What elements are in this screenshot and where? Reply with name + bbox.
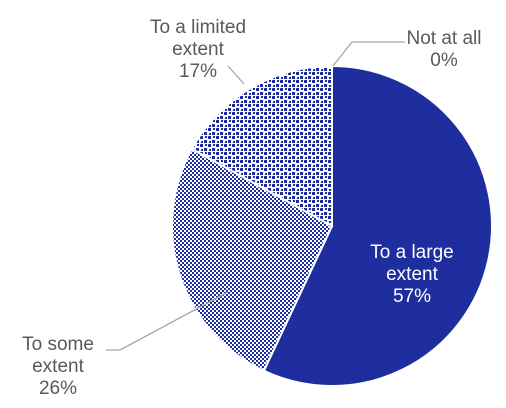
slice-value-label: 57% [393,286,431,307]
slice-labels: To a large extent 57%To some extent 26%To a … [22,17,481,399]
slice-category-label: To a limited [150,17,246,38]
slice-category-label: To a large [370,242,453,263]
slice-label-1: To some extent 26% [22,334,94,399]
pie-slice-2 [190,64,333,228]
leader-line-2 [227,65,245,85]
slice-value-label: 26% [39,378,77,399]
slice-value-label: 17% [179,61,217,82]
slice-category-label: extent [32,356,84,377]
pie-slices [171,64,493,387]
slice-category-label: Not at all [407,28,482,49]
slice-category-label: To some [22,334,94,355]
slice-value-label: 0% [430,50,458,71]
slice-label-3: Not at all 0% [407,28,482,71]
slice-category-label: extent [172,39,224,60]
leader-line-1 [106,291,229,351]
pie-slice-0 [262,64,493,387]
leader-line-3 [332,41,405,67]
slice-label-0: To a large extent 57% [370,242,453,307]
slice-label-2: To a limited extent 17% [150,17,246,82]
slice-category-label: extent [386,264,438,285]
leader-lines [106,41,405,351]
